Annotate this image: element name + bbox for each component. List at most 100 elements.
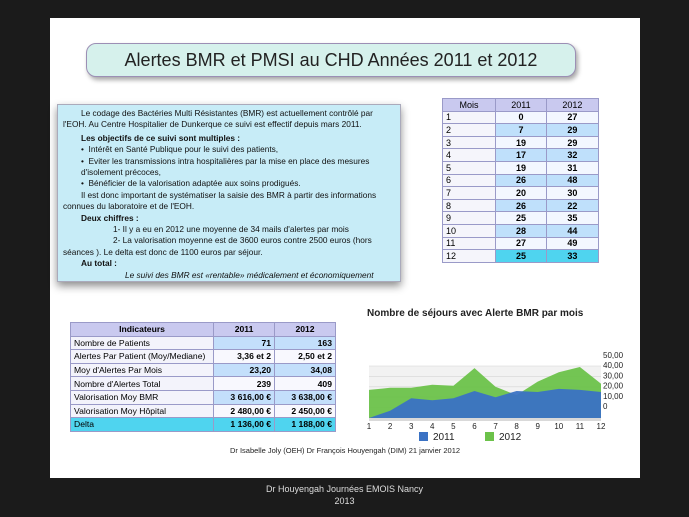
count-cell: 27 xyxy=(545,110,600,125)
indicator-row: Valorisation Moy BMR 3 616,00 €3 638,00 € xyxy=(69,389,336,405)
x-tick-label: 3 xyxy=(409,422,414,431)
y-tick-label: 10,00 xyxy=(603,392,624,401)
area-series-2011 xyxy=(369,388,601,418)
indicator-row: Delta 1 136,00 €1 188,00 € xyxy=(69,417,336,432)
x-tick-label: 12 xyxy=(597,422,606,431)
count-cell: 20 xyxy=(495,186,547,200)
months-header-mois: Mois xyxy=(441,98,497,112)
indicator-label: Nombre de Patients xyxy=(69,335,215,351)
legend-label-2011: 2011 xyxy=(433,432,455,443)
count-cell: 49 xyxy=(545,236,600,251)
count-cell: 28 xyxy=(495,223,547,238)
indicators-header-2012: 2012 xyxy=(274,322,336,337)
legend-swatch-2011 xyxy=(419,432,428,441)
months-header-2012: 2012 xyxy=(545,98,600,112)
count-cell: 25 xyxy=(495,211,547,225)
month-cell: 7 xyxy=(441,186,497,200)
y-tick-label: 30,00 xyxy=(603,371,624,380)
months-row: 6 26 48 xyxy=(441,173,600,188)
y-tick-label: 20,00 xyxy=(603,382,624,391)
figure-1: 1- Il y a eu en 2012 une moyenne de 34 m… xyxy=(113,224,349,235)
indicator-value: 163 xyxy=(274,335,336,351)
intro-textbox: Le codage des Bactéries Multi Résistante… xyxy=(57,104,401,282)
month-cell: 3 xyxy=(441,135,497,150)
month-cell: 6 xyxy=(441,173,497,188)
y-tick-label: 40,00 xyxy=(603,361,624,370)
indicators-header-label: Indicateurs xyxy=(69,322,215,337)
count-cell: 32 xyxy=(545,148,600,162)
months-row: 5 19 31 xyxy=(441,160,600,175)
indicator-value: 1 188,00 € xyxy=(274,417,336,432)
count-cell: 22 xyxy=(545,198,600,213)
month-cell: 12 xyxy=(441,249,497,263)
indicators-header-2011: 2011 xyxy=(213,322,276,337)
count-cell: 44 xyxy=(545,223,600,238)
plot-floor xyxy=(369,418,601,421)
count-cell: 27 xyxy=(495,236,547,251)
indicator-label: Alertes Par Patient (Moy/Mediane) xyxy=(69,349,215,364)
total-heading: Au total : xyxy=(81,258,117,269)
bmr-area-chart: 1 2 3 4 5 6 7 8 9 10 11 1250,0040,0030,0020,0010,00… xyxy=(367,351,624,443)
count-cell: 25 xyxy=(495,249,547,263)
legend-swatch-2012 xyxy=(485,432,494,441)
footer-line-1: Dr Houyengah Journées EMOIS Nancy xyxy=(265,484,424,494)
months-row: 11 27 49 xyxy=(441,236,600,251)
indicator-value: 409 xyxy=(274,376,336,391)
indicator-value: 3 638,00 € xyxy=(274,389,336,405)
indicator-label: Delta xyxy=(69,417,215,432)
x-tick-label: 5 xyxy=(451,422,456,431)
x-tick-label: 4 xyxy=(430,422,435,431)
y-tick-label: 0 xyxy=(603,402,608,411)
x-tick-label: 11 xyxy=(576,422,585,431)
indicator-label: Valorisation Moy Hôpital xyxy=(69,403,215,419)
months-row: 7 20 30 xyxy=(441,186,600,200)
months-table: Mois 2011 2012 1 0 27 2 7 29 3 19 29 4 17 32 5 19 31 6 2… xyxy=(441,98,600,263)
indicator-value: 34,08 xyxy=(274,362,336,378)
total-text: Le suivi des BMR est «rentable» médicale… xyxy=(125,269,374,280)
x-tick-label: 8 xyxy=(514,422,519,431)
intro-paragraph-1: Le codage des Bactéries Multi Résistante… xyxy=(63,108,373,130)
bullet-3: • Bénéficier de la valorisation adaptée … xyxy=(81,178,301,189)
count-cell: 19 xyxy=(495,135,547,150)
intro-paragraph-2: Il est donc important de systématiser la… xyxy=(63,189,377,212)
footer: Dr Houyengah Journées EMOIS Nancy 2013 xyxy=(0,483,689,507)
indicator-value: 2 480,00 € xyxy=(213,403,276,419)
x-tick-label: 1 xyxy=(367,422,372,431)
indicator-label: Moy d'Alertes Par Mois xyxy=(69,362,215,378)
indicator-label: Valorisation Moy BMR xyxy=(69,389,215,405)
x-tick-label: 7 xyxy=(493,422,498,431)
slide: Alertes BMR et PMSI au CHD Années 2011 e… xyxy=(50,18,640,478)
count-cell: 17 xyxy=(495,148,547,162)
indicators-table: Indicateurs 2011 2012 Nombre de Patients… xyxy=(69,322,336,432)
count-cell: 19 xyxy=(495,160,547,175)
months-row: 2 7 29 xyxy=(441,123,600,137)
chart-title: Nombre de séjours avec Alerte BMR par mo… xyxy=(367,308,584,319)
indicator-row: Moy d'Alertes Par Mois 23,20 34,08 xyxy=(69,362,336,378)
indicator-row: Nombre de Patients 71 163 xyxy=(69,335,336,351)
months-row: 3 19 29 xyxy=(441,135,600,150)
count-cell: 0 xyxy=(495,110,547,125)
figure-2: 2- La valorisation moyenne est de 3600 e… xyxy=(63,235,372,257)
legend-label-2012: 2012 xyxy=(499,432,522,443)
footer-line-2: 2013 xyxy=(334,496,355,506)
indicator-value: 239 xyxy=(213,376,276,391)
month-cell: 1 xyxy=(441,110,497,125)
x-tick-label: 2 xyxy=(388,422,393,431)
month-cell: 8 xyxy=(441,198,497,213)
month-cell: 2 xyxy=(441,123,497,137)
months-row: 1 0 27 xyxy=(441,110,600,125)
x-tick-label: 10 xyxy=(554,422,563,431)
month-cell: 9 xyxy=(441,211,497,225)
month-cell: 11 xyxy=(441,236,497,251)
months-row: 8 26 22 xyxy=(441,198,600,213)
count-cell: 26 xyxy=(495,198,547,213)
x-tick-label: 6 xyxy=(472,422,477,431)
months-row: 10 28 44 xyxy=(441,223,600,238)
count-cell: 33 xyxy=(545,249,600,263)
indicator-label: Nombre d'Alertes Total xyxy=(69,376,215,391)
months-header-2011: 2011 xyxy=(495,98,547,112)
indicator-row: Nombre d'Alertes Total 239 409 xyxy=(69,376,336,391)
count-cell: 7 xyxy=(495,123,547,137)
indicator-row: Valorisation Moy Hôpital 2 480,00 €2 450,… xyxy=(69,403,336,419)
months-row: 4 17 32 xyxy=(441,148,600,162)
